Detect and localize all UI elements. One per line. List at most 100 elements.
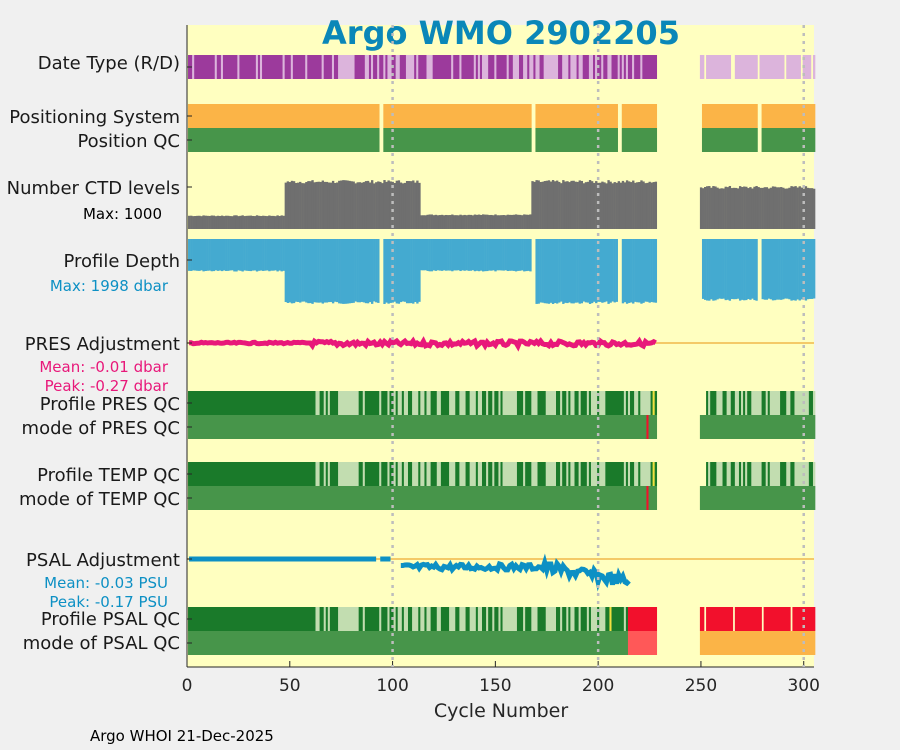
profile-pres-qc-bar-segment	[708, 391, 711, 415]
ctd-bar	[286, 181, 290, 229]
depth-bar	[231, 239, 234, 271]
data-type-bar-segment	[527, 55, 530, 79]
depth-bar	[342, 239, 345, 304]
ctd-bar	[630, 182, 633, 229]
depth-bar	[508, 239, 512, 271]
depth-bar	[590, 239, 594, 304]
depth-bar	[270, 239, 273, 271]
profile-psal-qc-bar-segment	[440, 607, 450, 631]
profile-pres-qc-bar-segment	[420, 391, 425, 415]
depth-bar	[613, 239, 616, 303]
depth-bar	[416, 239, 419, 304]
depth-bar	[547, 239, 551, 304]
profile-psal-qc-bar-segment	[562, 607, 567, 631]
profile-pres-qc-bar-segment	[412, 391, 419, 415]
profile-temp-qc-bar-segment	[747, 462, 752, 486]
data-type-bar-segment	[262, 55, 283, 79]
depth-bar	[782, 239, 785, 300]
data-type-bar-segment	[519, 55, 524, 79]
data-type-bar-segment	[307, 55, 322, 79]
ctd-bar	[414, 182, 417, 229]
profile-psal-qc-bar-segment	[545, 607, 557, 631]
ctd-bar	[479, 214, 483, 229]
profile-temp-qc-bar-segment	[395, 462, 399, 486]
profile-pres-qc-bar-segment	[761, 391, 766, 415]
profile-psal-qc-bar-segment	[574, 607, 579, 631]
depth-bar	[492, 239, 495, 271]
depth-bar	[578, 239, 581, 304]
ctd-bar	[580, 180, 584, 229]
ctd-bar	[457, 215, 460, 229]
ctd-bar	[231, 216, 234, 229]
depth-bar	[391, 239, 394, 303]
depth-bar	[192, 239, 195, 271]
ctd-bar	[360, 182, 364, 229]
profile-pres-qc-bar-segment	[556, 391, 561, 415]
profile-pres-qc-bar-segment	[329, 391, 339, 415]
profile-temp-qc-bar-segment	[654, 462, 658, 486]
depth-bar	[259, 239, 263, 271]
depth-bar	[264, 239, 267, 271]
ctd-bar	[202, 215, 205, 229]
depth-bar	[389, 239, 392, 303]
depth-bar	[778, 239, 781, 300]
x-tick-label: 300	[787, 676, 819, 696]
label-pres-mean: Mean: -0.01 dbar	[39, 358, 169, 376]
depth-bar	[710, 239, 713, 300]
profile-pres-qc-bar-segment	[537, 391, 547, 415]
ctd-bar	[790, 186, 793, 229]
depth-bar	[305, 239, 308, 303]
data-type-bar-segment	[812, 55, 816, 79]
depth-bar	[442, 239, 446, 271]
depth-bar	[490, 239, 493, 271]
profile-psal-qc-bar-segment	[488, 607, 493, 631]
position-qc-bar-segment	[383, 128, 532, 152]
ctd-bar	[617, 181, 621, 229]
profile-temp-qc-bar-segment	[537, 462, 547, 486]
profile-pres-qc-bar-segment	[560, 391, 563, 415]
profile-temp-qc-bar-segment	[761, 462, 766, 486]
ctd-bar	[266, 216, 269, 229]
psal-adjustment-line	[400, 553, 631, 592]
profile-temp-qc-bar-segment	[588, 462, 592, 486]
profile-temp-qc-bar-segment	[652, 462, 655, 486]
depth-bar	[568, 239, 571, 303]
profile-psal-qc-bar-segment	[625, 607, 629, 631]
profile-pres-qc-bar-segment	[455, 391, 460, 415]
profile-pres-qc-bar-segment	[418, 391, 421, 415]
position-qc-bar-segment	[701, 128, 758, 152]
data-type-bar-segment	[494, 55, 497, 79]
ctd-bar	[556, 180, 559, 229]
depth-bar	[580, 239, 584, 304]
data-type-bar-segment	[214, 55, 218, 79]
footer-credit: Argo WHOI 21-Dec-2025	[90, 727, 274, 745]
profile-psal-qc-bar-segment	[531, 607, 538, 631]
profile-psal-qc-bar-segment	[401, 607, 405, 631]
depth-bar	[237, 239, 240, 271]
ctd-bar	[751, 188, 754, 229]
x-axis-label: Cycle Number	[434, 700, 568, 722]
ctd-bar	[792, 186, 795, 229]
position-qc-bar-segment	[621, 128, 658, 152]
ctd-bar	[648, 181, 651, 229]
depth-bar	[407, 239, 411, 304]
depth-bar	[338, 239, 341, 304]
profile-pres-qc-bar-segment	[654, 391, 658, 415]
depth-bar	[804, 239, 808, 301]
ctd-bar	[632, 180, 635, 229]
ctd-bar	[403, 182, 407, 229]
ctd-bar	[564, 181, 567, 229]
depth-bar	[188, 239, 191, 271]
depth-bar	[467, 239, 470, 271]
profile-psal-qc-bar-segment	[327, 607, 331, 631]
ctd-bar	[492, 215, 495, 229]
data-type-bar-segment	[323, 55, 333, 79]
data-type-bar-segment	[284, 55, 292, 79]
profile-temp-qc-bar-segment	[640, 462, 651, 486]
profile-temp-qc-bar	[188, 462, 816, 486]
data-type-bar-segment	[607, 55, 612, 79]
ctd-bar	[537, 180, 540, 229]
data-type-bar-segment	[451, 55, 454, 79]
profile-pres-qc-bar-segment	[634, 391, 639, 415]
profile-temp-qc-bar-segment	[556, 462, 561, 486]
